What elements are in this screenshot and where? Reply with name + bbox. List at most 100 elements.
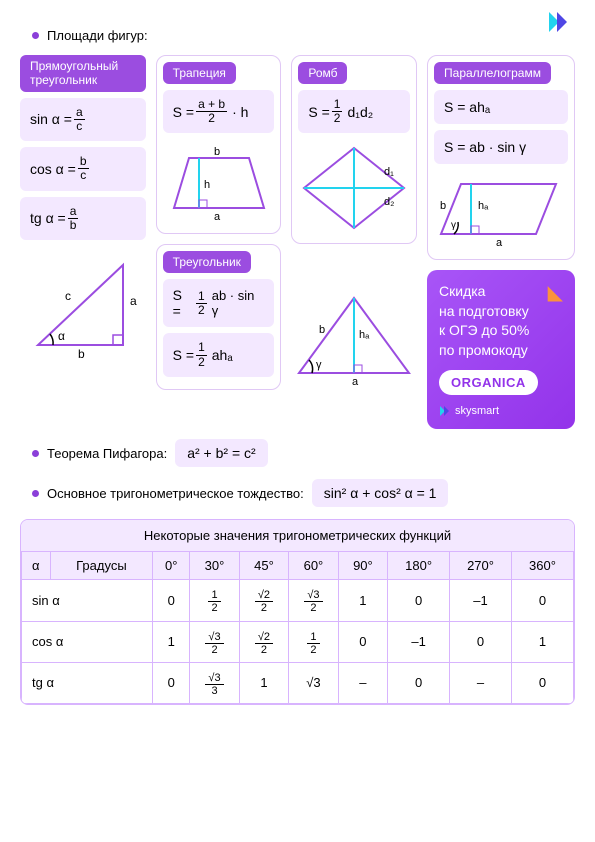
lhs: S = — [173, 104, 194, 120]
svg-text:d₁: d₁ — [384, 166, 394, 178]
section-areas: Площади фигур: — [32, 28, 575, 43]
lhs: sin α = — [30, 111, 72, 127]
right-triangle-diagram: c a b α — [20, 246, 146, 364]
value-cell: √22 — [239, 580, 288, 621]
value-cell: 0 — [388, 580, 450, 621]
value-cell: 1 — [511, 621, 573, 662]
deg-cell: 60° — [289, 552, 338, 580]
svg-text:c: c — [65, 289, 71, 303]
table-title: Некоторые значения тригонометрических фу… — [21, 520, 574, 551]
deg-cell: 90° — [338, 552, 387, 580]
svg-text:h: h — [204, 179, 210, 191]
svg-text:a: a — [496, 237, 503, 249]
num: 1 — [196, 290, 207, 304]
value-cell: – — [450, 662, 512, 703]
den: c — [78, 169, 88, 182]
triangle-diagram: b hₐ a γ — [291, 284, 417, 392]
promo-line: на подготовку — [439, 303, 529, 319]
svg-text:α: α — [58, 329, 65, 343]
trig-identity-label: Основное тригонометрическое тождество: — [47, 486, 304, 501]
num: a — [68, 205, 79, 219]
arrow-icon: ◣ — [548, 280, 563, 305]
table-row: sin α012√22√3210–10 — [22, 580, 574, 621]
suffix: d₁d₂ — [347, 104, 373, 120]
bullet-icon — [32, 490, 39, 497]
value-cell: 0 — [153, 662, 190, 703]
trig-table: Некоторые значения тригонометрических фу… — [20, 519, 575, 705]
num: a + b — [196, 98, 227, 112]
promo-line: по промокоду — [439, 342, 528, 358]
table-row: tg α0√331√3–0–0 — [22, 662, 574, 703]
num: 1 — [196, 341, 207, 355]
value-cell: 0 — [338, 621, 387, 662]
value-cell: √32 — [289, 580, 338, 621]
brand-text: skysmart — [455, 405, 499, 417]
value-cell: 0 — [388, 662, 450, 703]
lhs: tg α = — [30, 210, 66, 226]
deg-cell: 270° — [450, 552, 512, 580]
promo-line: Скидка — [439, 283, 485, 299]
svg-text:b: b — [78, 347, 85, 360]
card-right-triangle: Прямоугольный треугольник sin α = ac cos… — [20, 55, 146, 429]
suffix: ab · sin γ — [212, 288, 265, 318]
value-cell: –1 — [388, 621, 450, 662]
row-label: tg α — [22, 662, 153, 703]
den: c — [74, 120, 84, 133]
col-2: Трапеция S = a + b2 · h b a h Треугольни… — [156, 55, 282, 429]
deg-cell: 0° — [153, 552, 190, 580]
bullet-icon — [32, 32, 39, 39]
formula-sin: sin α = ac — [20, 98, 146, 141]
formula-tg: tg α = ab — [20, 197, 146, 240]
value-cell: 1 — [239, 662, 288, 703]
lhs: S = — [173, 347, 194, 363]
lhs: cos α = — [30, 161, 76, 177]
formula-cos: cos α = bc — [20, 147, 146, 190]
svg-text:a: a — [352, 376, 359, 388]
parallelogram-diagram: b hₐ a γ — [434, 170, 568, 253]
promo-code-button[interactable]: ORGANICA — [439, 370, 538, 395]
trig-identity-line: Основное тригонометрическое тождество: s… — [32, 479, 575, 507]
den: 2 — [196, 304, 207, 317]
pythagoras-label: Теорема Пифагора: — [47, 446, 167, 461]
col-4: Параллелограмм S = ahₐ S = ab · sin γ b … — [427, 55, 575, 429]
table-header-row: α Градусы 0° 30° 45° 60° 90° 180° 270° 3… — [22, 552, 574, 580]
formula-triangle-2: S = 12 ahₐ — [163, 333, 275, 376]
formula-para-1: S = ahₐ — [434, 90, 568, 124]
deg-cell: 360° — [511, 552, 573, 580]
bullet-icon — [32, 450, 39, 457]
table-row: cos α1√32√22120–101 — [22, 621, 574, 662]
den: b — [68, 219, 79, 232]
value-cell: 12 — [289, 621, 338, 662]
value-cell: √22 — [239, 621, 288, 662]
card-header: Трапеция — [163, 62, 236, 84]
promo-line: к ОГЭ до 50% — [439, 322, 529, 338]
value-cell: √32 — [190, 621, 239, 662]
trapezoid-diagram: b a h — [163, 139, 275, 227]
svg-text:b: b — [214, 146, 220, 158]
num: a — [74, 106, 85, 120]
value-cell: 12 — [190, 580, 239, 621]
value-cell: 0 — [450, 621, 512, 662]
value-cell: 0 — [511, 580, 573, 621]
card-header: Ромб — [298, 62, 347, 84]
card-header: Параллелограмм — [434, 62, 551, 84]
rhombus-diagram: d₁ d₂ — [298, 139, 410, 237]
formula-rhombus: S = 12 d₁d₂ — [298, 90, 410, 133]
card-trapezoid: Трапеция S = a + b2 · h b a h — [156, 55, 282, 234]
suffix: · h — [232, 104, 248, 120]
value-cell: – — [338, 662, 387, 703]
col-alpha: α — [22, 552, 51, 580]
card-parallelogram: Параллелограмм S = ahₐ S = ab · sin γ b … — [427, 55, 575, 260]
formula-trapezoid: S = a + b2 · h — [163, 90, 275, 133]
svg-text:d₂: d₂ — [384, 196, 394, 208]
den: 2 — [196, 356, 207, 369]
col-3: Ромб S = 12 d₁d₂ d₁ d₂ — [291, 55, 417, 429]
row-label: sin α — [22, 580, 153, 621]
trig-identity-formula: sin² α + cos² α = 1 — [312, 479, 449, 507]
promo-card[interactable]: ◣ Скидка на подготовку к ОГЭ до 50% по п… — [427, 270, 575, 429]
card-header: Треугольник — [163, 251, 251, 273]
svg-text:a: a — [130, 294, 137, 308]
num: 1 — [332, 98, 343, 112]
card-triangle: Треугольник S = 12 ab · sin γ S = 12 ahₐ — [156, 244, 282, 389]
card-header: Прямоугольный треугольник — [20, 55, 146, 92]
